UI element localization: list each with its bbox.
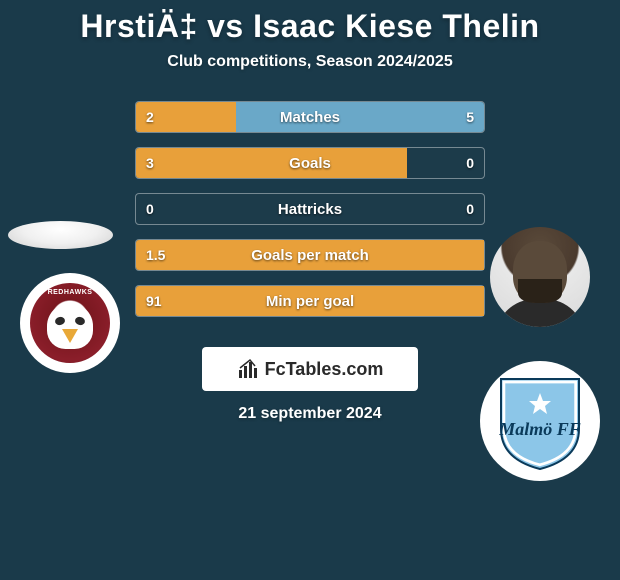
stats-area: REDHAWKS Malmö FF (0, 101, 620, 317)
stat-row: 1.5Goals per match (135, 239, 485, 271)
team-left-badge: REDHAWKS (20, 273, 120, 373)
redhawks-label: REDHAWKS (48, 289, 93, 296)
player-left-placeholder (8, 221, 113, 249)
stat-rows: 25Matches 30Goals 00Hattricks 1.5Goals per … (135, 101, 485, 317)
subtitle: Club competitions, Season 2024/2025 (0, 53, 620, 71)
fctables-badge: FcTables.com (202, 347, 418, 391)
stat-label: Min per goal (136, 293, 484, 310)
stat-label: Matches (136, 109, 484, 126)
chart-icon (237, 358, 259, 380)
team-right-badge: Malmö FF (480, 361, 600, 481)
player-right-photo (490, 227, 590, 327)
fctables-label: FcTables.com (265, 359, 384, 380)
stat-row: 30Goals (135, 147, 485, 179)
stat-row: 00Hattricks (135, 193, 485, 225)
page-title: HrstiÄ‡ vs Isaac Kiese Thelin (0, 8, 620, 45)
stat-label: Goals (136, 155, 484, 172)
svg-text:Malmö FF: Malmö FF (498, 419, 581, 439)
malmo-logo: Malmö FF (497, 371, 583, 471)
stat-row: 91Min per goal (135, 285, 485, 317)
stat-label: Hattricks (136, 201, 484, 218)
redhawks-logo: REDHAWKS (30, 283, 110, 363)
hawk-icon (47, 303, 93, 349)
stat-row: 25Matches (135, 101, 485, 133)
stat-label: Goals per match (136, 247, 484, 264)
player-head-icon (513, 241, 567, 303)
comparison-card: HrstiÄ‡ vs Isaac Kiese Thelin Club compe… (0, 0, 620, 423)
